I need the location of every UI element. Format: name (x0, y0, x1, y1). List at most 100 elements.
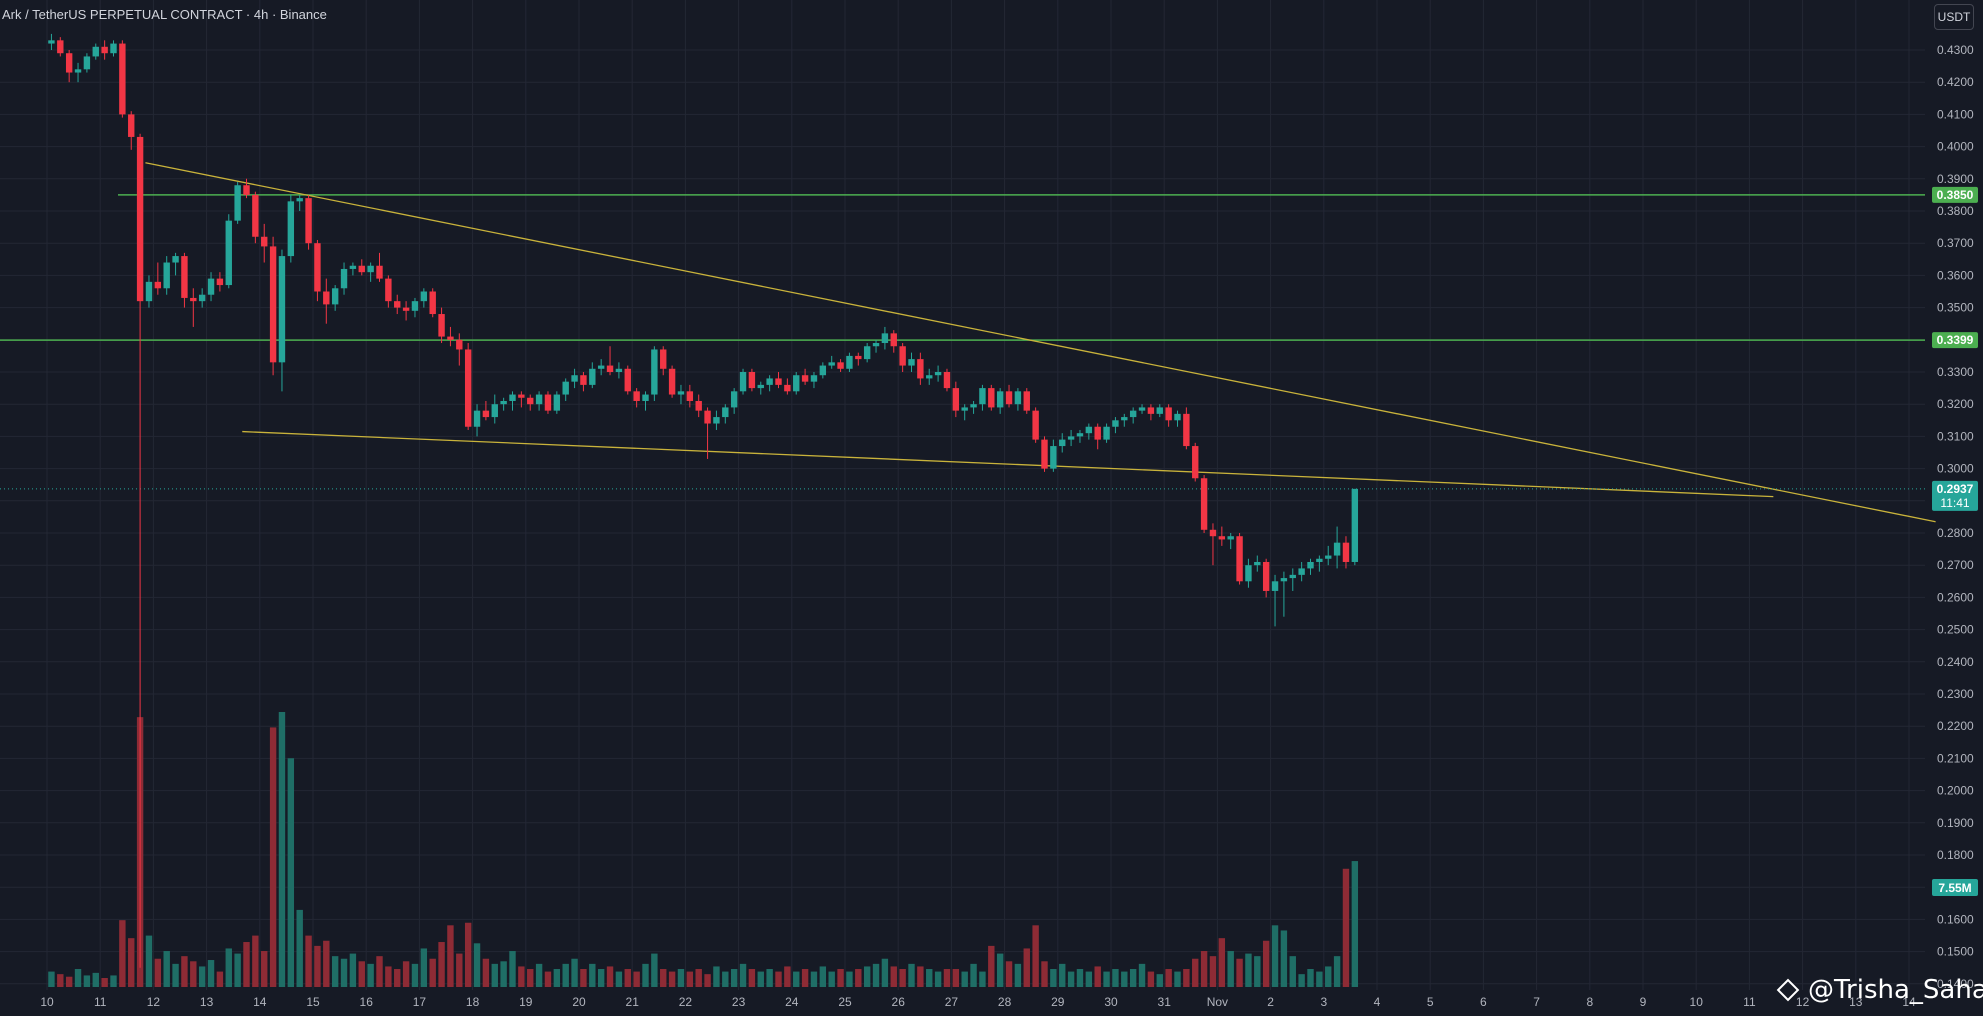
candle-body (402, 307, 410, 311)
candle (908, 352, 915, 372)
horizontal-levels (0, 194, 1925, 341)
candle (1325, 545, 1332, 566)
candle-body (154, 281, 162, 289)
candle-body (979, 388, 986, 405)
price-tick-label: 0.1600 (1937, 912, 1974, 926)
time-tick-label: 31 (1158, 995, 1172, 1009)
candle-body (846, 355, 853, 369)
binance-logo-icon (1776, 978, 1800, 1002)
candle (855, 352, 862, 366)
candle (305, 194, 312, 250)
candle (1147, 404, 1155, 421)
volume-bar (172, 963, 179, 987)
candle-body (207, 278, 215, 295)
countdown-label: 11:41 (1940, 496, 1969, 510)
volume-bar (1280, 930, 1288, 987)
candle-body (615, 368, 623, 372)
candle (1289, 568, 1296, 591)
candle-body (358, 265, 365, 273)
candle (1005, 384, 1013, 408)
candle-body (473, 410, 481, 427)
volume-bar (1183, 969, 1190, 987)
candle-body (1032, 410, 1039, 440)
candle (757, 381, 764, 395)
volume-bar (1165, 969, 1172, 987)
volume-bar (810, 971, 818, 987)
candle-body (1121, 417, 1128, 421)
candle-body (1165, 407, 1172, 421)
price-tick-label: 0.3800 (1937, 204, 1974, 218)
volume-bar (589, 963, 596, 987)
volume-bar (819, 966, 827, 987)
volume-bar (464, 922, 472, 987)
time-tick-label: 16 (360, 995, 374, 1009)
candle (553, 391, 561, 414)
volume-bar (686, 971, 694, 987)
current-price-label: 0.2937 (1937, 482, 1974, 496)
price-tick-label: 0.3700 (1937, 236, 1974, 250)
time-tick-label: 10 (1690, 995, 1704, 1009)
candle-body (1067, 436, 1075, 440)
time-axis[interactable]: 10 11 12 13 14 15 16 17 18 19 20 21 22 23 24 25 26 27 28 29… (40, 995, 1916, 1009)
candle-body (1156, 407, 1163, 414)
time-tick-label: 30 (1104, 995, 1118, 1009)
candle (252, 191, 259, 244)
candle-body (748, 372, 756, 389)
candle-body (394, 301, 401, 308)
candle (1254, 555, 1261, 572)
candle-body (119, 43, 126, 115)
volume-bar (518, 966, 525, 987)
candle (988, 384, 995, 411)
candle (713, 410, 720, 430)
candle-body (553, 394, 561, 411)
candle-body (686, 391, 694, 401)
candle (1094, 423, 1101, 450)
candle-body (793, 375, 800, 392)
currency-button[interactable]: USDT (1934, 4, 1974, 30)
volume-bar (943, 969, 951, 987)
candle-body (1192, 446, 1199, 479)
candle-body (269, 246, 277, 363)
volume-bar (1298, 974, 1305, 987)
volume-bar (722, 971, 729, 987)
candle (74, 62, 82, 83)
candle-body (801, 375, 809, 382)
volume-bar (766, 969, 773, 987)
candle (1103, 423, 1110, 443)
candle (571, 368, 578, 389)
candle-body (314, 243, 321, 292)
price-axis[interactable]: 0.4300 0.4200 0.4100 0.4000 0.3900 0.3800 0.37… (1937, 43, 1974, 991)
candle (775, 372, 782, 389)
candle-body (571, 375, 578, 382)
time-tick-label: 5 (1427, 995, 1434, 1009)
volume-bar (899, 969, 906, 987)
candle-body (1271, 581, 1279, 591)
time-tick-label: 3 (1320, 995, 1327, 1009)
price-tick-label: 0.2500 (1937, 623, 1974, 637)
candle (704, 407, 711, 459)
volume-bar (367, 963, 374, 987)
candle-body (881, 333, 889, 344)
volume-bar (340, 958, 348, 987)
trendlines (0, 162, 1936, 523)
price-tick-label: 0.1900 (1937, 816, 1974, 830)
candle-body (1023, 391, 1030, 411)
candle (48, 33, 55, 50)
volume-bar (385, 966, 392, 987)
volume-bar (1121, 971, 1128, 987)
volume-bar (597, 969, 605, 987)
volume-bar (677, 969, 685, 987)
candle (429, 288, 436, 318)
volume-bar (190, 961, 197, 987)
candle (92, 43, 99, 60)
price-tick-label: 0.3900 (1937, 172, 1974, 186)
current-price-badge-bg (1932, 480, 1978, 511)
candle-body (1059, 439, 1066, 447)
candle (243, 178, 250, 199)
volume-bar (207, 960, 215, 987)
candle-body (1316, 558, 1323, 562)
volume-bar (234, 953, 241, 987)
